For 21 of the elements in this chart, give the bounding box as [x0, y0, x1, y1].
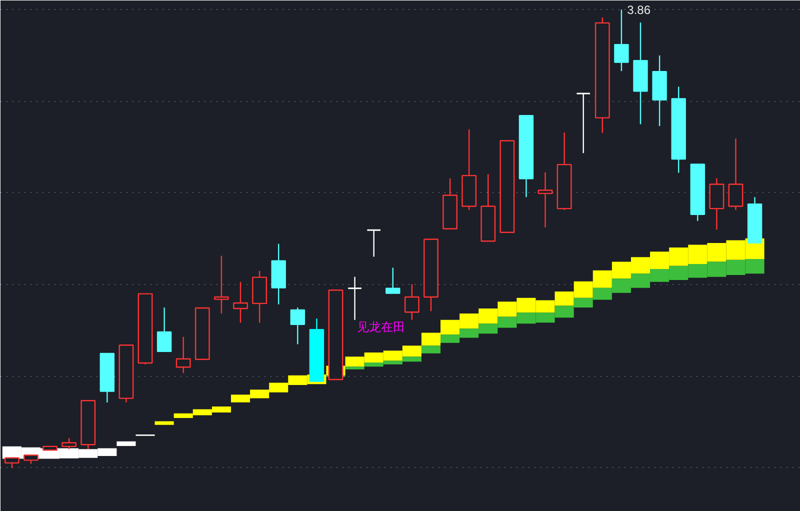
annotation: 见龙在田: [356, 320, 405, 334]
candlestick: [347, 276, 362, 321]
candlestick: [614, 9, 629, 72]
annotation: 3.86: [627, 3, 651, 18]
bar: [154, 421, 174, 425]
candlestick: [538, 172, 553, 228]
candlestick: [4, 457, 20, 469]
candlestick: [176, 336, 191, 374]
candlestick: [728, 138, 744, 211]
candlestick: [233, 281, 248, 324]
candlestick: [156, 306, 172, 352]
candlestick: [366, 229, 382, 258]
candlestick: [214, 255, 229, 314]
candlestick: [576, 92, 591, 154]
bar: [421, 346, 440, 354]
candlestick: [290, 306, 305, 345]
candlestick: [62, 438, 77, 450]
candlestick: [386, 267, 400, 294]
bar: [116, 441, 136, 446]
candlestick: [404, 284, 420, 321]
bar: [345, 366, 364, 370]
